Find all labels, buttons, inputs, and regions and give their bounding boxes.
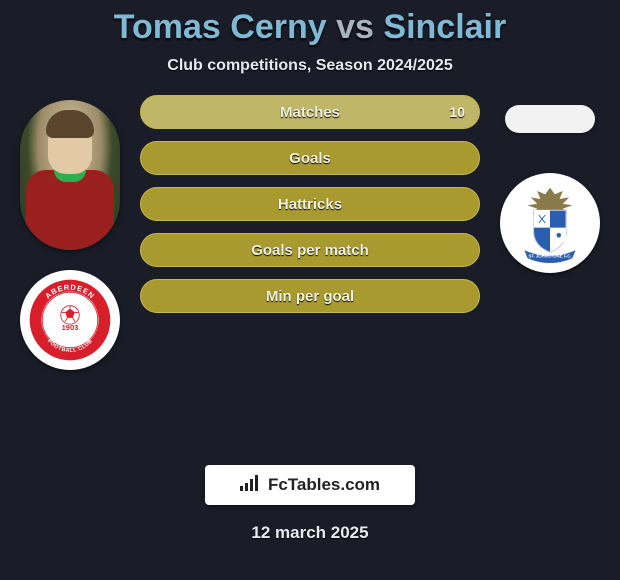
stat-row: Matches10: [140, 95, 480, 129]
title-vs: vs: [336, 8, 374, 46]
player1-club-crest: 1903 ABERDEEN FOOTBALL CLUB: [20, 270, 120, 370]
bar-label: Matches: [141, 104, 479, 121]
page-title: Tomas Cerny vs Sinclair: [0, 0, 620, 47]
brand-text: FcTables.com: [268, 475, 380, 495]
date-line: 12 march 2025: [0, 523, 620, 543]
player1-photo: [20, 100, 120, 250]
subtitle: Club competitions, Season 2024/2025: [0, 57, 620, 75]
bar-value-right: 10: [449, 104, 465, 120]
comparison-stage: 1903 ABERDEEN FOOTBALL CLUB: [0, 95, 620, 455]
bar-label: Goals: [141, 150, 479, 167]
stat-bars: Matches10 Goals Hattricks Goals per match Mi…: [140, 95, 480, 325]
player2-photo-placeholder: [505, 105, 595, 133]
stat-row: Goals per match: [140, 233, 480, 267]
stat-row: Min per goal: [140, 279, 480, 313]
stat-row: Hattricks: [140, 187, 480, 221]
title-player1: Tomas Cerny: [114, 8, 327, 46]
aberdeen-crest-icon: 1903 ABERDEEN FOOTBALL CLUB: [28, 278, 112, 362]
bar-label: Hattricks: [141, 196, 479, 213]
svg-text:1903: 1903: [62, 323, 79, 332]
side-right: ST. JOHNSTONE F.C.: [480, 95, 620, 455]
svg-text:ST. JOHNSTONE F.C.: ST. JOHNSTONE F.C.: [528, 253, 571, 258]
bar-label: Min per goal: [141, 288, 479, 305]
bar-label: Goals per match: [141, 242, 479, 259]
stat-row: Goals: [140, 141, 480, 175]
brand-box: FcTables.com: [205, 465, 415, 505]
title-player2: Sinclair: [383, 8, 506, 46]
signal-icon: [240, 475, 260, 496]
player2-club-crest: ST. JOHNSTONE F.C.: [500, 173, 600, 273]
side-left: 1903 ABERDEEN FOOTBALL CLUB: [0, 95, 140, 455]
st-johnstone-crest-icon: ST. JOHNSTONE F.C.: [510, 183, 590, 263]
